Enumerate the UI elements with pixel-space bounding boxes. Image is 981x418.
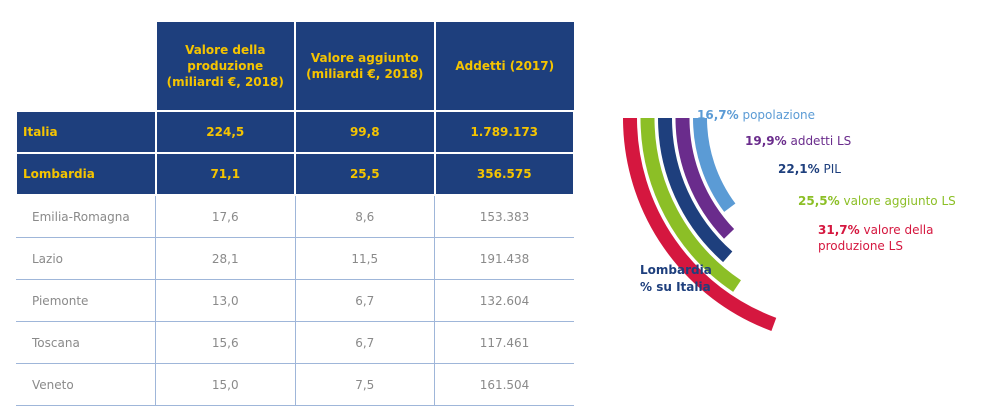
table-row: Piemonte 13,0 6,7 132.604 — [16, 279, 574, 322]
arc — [675, 117, 735, 239]
header-row: Valore della produzione (miliardi €, 201… — [16, 22, 574, 111]
cell: 11,5 — [294, 237, 435, 280]
table-row: Emilia-Romagna 17,6 8,6 153.383 — [16, 195, 574, 238]
category-label: valore aggiunto LS — [843, 194, 956, 208]
arc-label: 19,9% addetti LS — [745, 133, 851, 149]
row-label: Lazio — [16, 237, 156, 280]
cell: 6,7 — [294, 279, 435, 322]
cell: 15,6 — [155, 321, 295, 364]
arc-label: 22,1% PIL — [778, 161, 841, 177]
arc — [658, 117, 733, 263]
cell: 15,0 — [155, 363, 295, 406]
row-label: Italia — [15, 110, 157, 154]
column-header: Valore aggiunto (miliardi €, 2018) — [294, 22, 435, 111]
cell: 7,5 — [294, 363, 435, 406]
cell: 191.438 — [434, 237, 574, 280]
cell: 71,1 — [154, 152, 296, 196]
category-label: popolazione — [742, 108, 816, 122]
table-row: Lazio 28,1 11,5 191.438 — [16, 237, 574, 280]
table-row: Veneto 15,0 7,5 161.504 — [16, 363, 574, 406]
cell: 132.604 — [434, 279, 574, 322]
cell: 6,7 — [294, 321, 435, 364]
arc — [693, 117, 736, 212]
value-label: 16,7% — [697, 108, 739, 122]
arc — [640, 117, 741, 292]
chart-subtitle: % su Italia — [640, 280, 711, 294]
chart-title-block: Lombardia % su Italia — [640, 262, 712, 296]
data-table: Valore della produzione (miliardi €, 201… — [15, 22, 575, 406]
arc-label: 31,7% valore della produzione LS — [818, 222, 968, 254]
arc — [623, 117, 777, 331]
row-label: Toscana — [16, 321, 156, 364]
category-label: PIL — [823, 162, 841, 176]
cell: 28,1 — [155, 237, 295, 280]
cell: 356.575 — [433, 152, 575, 196]
row-label: Emilia-Romagna — [16, 195, 156, 238]
cell: 99,8 — [294, 110, 436, 154]
arc-label: 16,7% popolazione — [697, 107, 815, 123]
cell: 161.504 — [434, 363, 574, 406]
cell: 25,5 — [294, 152, 436, 196]
row-label: Piemonte — [16, 279, 156, 322]
table-row: Italia 224,5 99,8 1.789.173 — [15, 110, 575, 154]
cell: 13,0 — [155, 279, 295, 322]
cell: 153.383 — [434, 195, 574, 238]
cell: 8,6 — [294, 195, 435, 238]
cell: 17,6 — [155, 195, 295, 238]
table-row: Toscana 15,6 6,7 117.461 — [16, 321, 574, 364]
cell: 224,5 — [154, 110, 296, 154]
cell: 1.789.173 — [433, 110, 575, 154]
table-body: Italia 224,5 99,8 1.789.173 Lombardia 71,1 25,… — [15, 110, 575, 406]
column-header: Addetti (2017) — [433, 22, 574, 111]
cell: 117.461 — [434, 321, 574, 364]
category-label: addetti LS — [790, 134, 852, 148]
value-label: 25,5% — [798, 194, 840, 208]
value-label: 19,9% — [745, 134, 787, 148]
value-label: 22,1% — [778, 162, 820, 176]
value-label: 31,7% — [818, 223, 860, 237]
category-label: valore della produzione LS — [818, 223, 934, 253]
corner — [16, 22, 156, 111]
table-row: Lombardia 71,1 25,5 356.575 — [15, 152, 575, 196]
row-label: Lombardia — [15, 152, 157, 196]
row-label: Veneto — [16, 363, 156, 406]
column-header: Valore della produzione (miliardi €, 201… — [154, 22, 295, 111]
chart-title: Lombardia — [640, 263, 712, 277]
arc-label: 25,5% valore aggiunto LS — [798, 193, 956, 209]
